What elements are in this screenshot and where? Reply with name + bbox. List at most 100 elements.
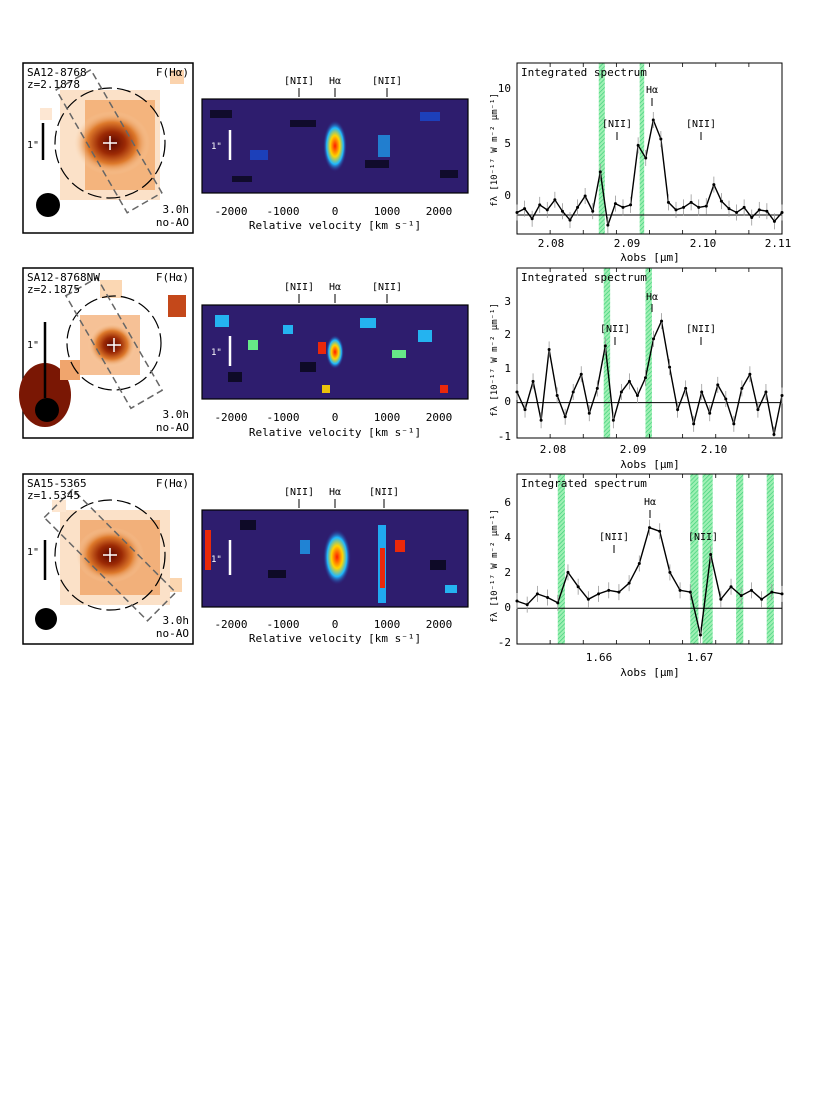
spectrum-point xyxy=(566,570,570,574)
pv-noise-cell xyxy=(205,530,211,570)
pv-xtick-label: 2000 xyxy=(426,411,453,424)
pv-line-label: [NII] xyxy=(284,487,314,498)
pv-diagram-panel: 1" [NII] Hα [NII] -2000 -1000 0 1000 200… xyxy=(201,76,469,232)
spectrum-point xyxy=(724,397,728,401)
spectrum-point xyxy=(587,411,591,415)
spectrum-point xyxy=(732,422,736,426)
spectrum-point xyxy=(515,390,519,394)
spectrum-point xyxy=(627,581,631,585)
pv-noise-cell xyxy=(318,342,326,354)
ytick-label: 0 xyxy=(504,189,511,202)
pv-noise-cell xyxy=(228,372,242,382)
pv-noise-cell xyxy=(283,325,293,334)
pv-xtick-label: 1000 xyxy=(374,411,401,424)
exposure-label: 3.0h xyxy=(163,614,190,627)
xtick-label: 1.67 xyxy=(687,651,714,664)
psf-circle xyxy=(35,608,57,630)
spectrum-point xyxy=(704,204,708,208)
spectrum-panel: Integrated spectrum 0 5 10 2.08 2.09 2.1… xyxy=(490,62,791,264)
spectrum-point xyxy=(682,205,686,209)
sky-line-band xyxy=(639,63,645,234)
pv-xaxis-title: Relative velocity [km s⁻¹] xyxy=(249,426,421,439)
spectrum-point xyxy=(563,415,567,419)
map-pixel xyxy=(100,280,122,298)
spectrum-point xyxy=(676,408,680,412)
pv-emission-blob xyxy=(323,120,347,172)
spectrum-point xyxy=(716,383,720,387)
spectrum-point xyxy=(719,199,723,203)
spectrum-point xyxy=(688,590,692,594)
spectrum-point xyxy=(668,570,672,574)
psf-circle xyxy=(35,398,59,422)
pv-noise-cell xyxy=(418,330,432,342)
spectrum-point xyxy=(780,210,784,214)
pv-frame xyxy=(201,304,469,400)
flux-label: F(Hα) xyxy=(156,66,189,79)
spectrum-point xyxy=(658,529,662,533)
pv-noise-cell xyxy=(365,160,389,168)
spectrum-point xyxy=(666,200,670,204)
aperture-circle xyxy=(54,87,166,199)
spectrum-point xyxy=(595,386,599,390)
xtick-label: 2.08 xyxy=(538,237,565,250)
spectrum-point xyxy=(698,633,702,637)
spectrum-point xyxy=(531,379,535,383)
sky-line-band xyxy=(645,268,652,438)
spectrum-title: Integrated spectrum xyxy=(521,477,647,490)
line-label: [NII] xyxy=(600,324,630,335)
pv-noise-cell xyxy=(392,350,406,358)
line-label: Hα xyxy=(646,85,658,96)
spectrum-point xyxy=(611,418,615,422)
spectrum-point xyxy=(617,590,621,594)
halpha-map-panel: SA15-5365 z=1.5345 F(Hα) 1" 3.0h no-AO xyxy=(22,473,194,645)
pv-emission-blob xyxy=(323,529,351,585)
spectrum-point xyxy=(621,205,625,209)
line-label: Hα xyxy=(644,497,656,508)
xtick-label: 2.09 xyxy=(620,443,647,456)
pv-frame xyxy=(201,98,469,194)
spectrum-point xyxy=(530,217,534,221)
pv-noise-cell xyxy=(420,112,440,121)
spectrum-point xyxy=(660,319,664,323)
spectrum-point xyxy=(651,118,655,122)
pv-line-label: [NII] xyxy=(284,76,314,87)
spectrum-point xyxy=(597,592,601,596)
spectrum-point xyxy=(749,588,753,592)
spectrum-point xyxy=(689,200,693,204)
ytick-label: -1 xyxy=(498,430,511,443)
map-pixel xyxy=(170,70,184,84)
spectrum-point xyxy=(525,603,529,607)
ytick-label: -2 xyxy=(498,636,511,649)
spectrum-point xyxy=(644,156,648,160)
sky-line-band xyxy=(736,474,744,644)
spectrum-point xyxy=(579,372,583,376)
spectrum-point xyxy=(780,592,784,596)
sky-line-band xyxy=(557,474,565,644)
pv-xtick-label: 1000 xyxy=(374,205,401,218)
pv-line-label: [NII] xyxy=(372,76,402,87)
pv-xtick-label: 0 xyxy=(332,618,339,631)
spectrum-point xyxy=(668,365,672,369)
spectrum-point xyxy=(556,601,560,605)
spectrum-point xyxy=(739,594,743,598)
object-name: SA12-8768 xyxy=(27,66,87,79)
sky-line-band xyxy=(702,474,713,644)
pv-noise-cell xyxy=(440,385,448,393)
exposure-label: 3.0h xyxy=(163,203,190,216)
ytick-label: 10 xyxy=(498,82,511,95)
pv-xtick-label: -1000 xyxy=(266,618,299,631)
spectrum-point xyxy=(553,198,557,202)
spectrum-point xyxy=(560,209,564,213)
pv-frame xyxy=(201,509,469,608)
spectrum-point xyxy=(692,422,696,426)
spectrum-point xyxy=(772,432,776,436)
object-name: SA12-8768NW xyxy=(27,271,100,284)
spectrum-point xyxy=(613,202,617,206)
spectrum-title: Integrated spectrum xyxy=(521,271,647,284)
redshift-label: z=2.1878 xyxy=(27,78,80,91)
pv-diagram-panel: 1" [NII] Hα [NII] -2000 -1000 0 1000 200… xyxy=(201,487,469,645)
spectrum-point xyxy=(674,208,678,212)
spectrum-point xyxy=(729,585,733,589)
pv-noise xyxy=(205,520,457,603)
